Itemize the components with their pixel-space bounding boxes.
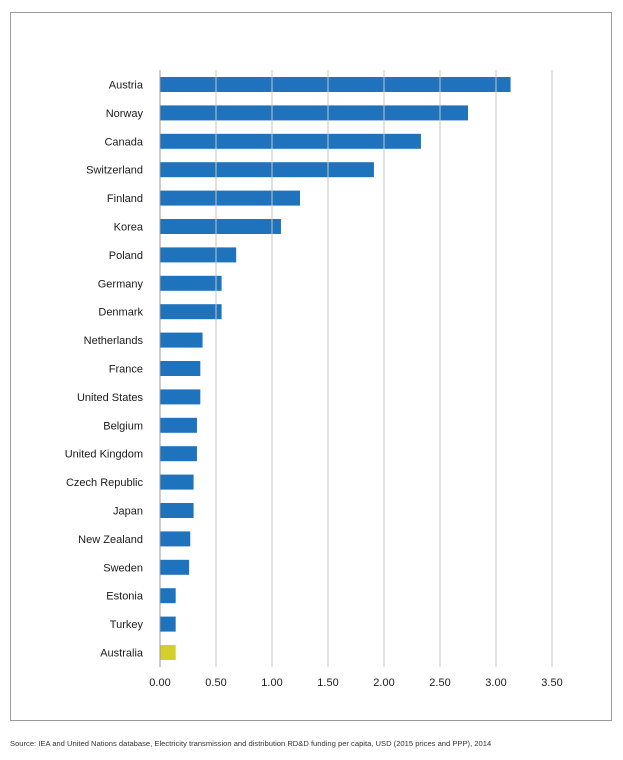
bar-germany (160, 275, 222, 291)
bar-korea (160, 219, 281, 234)
bar-turkey (160, 616, 176, 632)
x-tick-label: 2.50 (429, 677, 450, 689)
source-note: Source: IEA and United Nations database,… (10, 739, 492, 748)
bar-chart: Austria Norway Canada Switzerland Finland Kor… (65, 70, 563, 689)
bar-poland (160, 247, 237, 263)
category-label: Japan (113, 506, 143, 518)
category-label: Poland (109, 250, 143, 262)
bar-canada (160, 133, 421, 149)
bar-switzerland (160, 162, 374, 178)
bar-austria (160, 77, 511, 92)
category-label: New Zealand (78, 534, 143, 546)
bar-netherlands (160, 332, 203, 348)
bar-norway (160, 105, 468, 121)
bar-sweden (160, 559, 190, 575)
bar-united-states (160, 389, 201, 405)
category-label: Netherlands (84, 335, 144, 347)
category-label: Korea (114, 222, 144, 234)
chart-frame (10, 12, 612, 721)
bar-belgium (160, 417, 197, 433)
bar-estonia (160, 588, 176, 604)
category-label: Canada (104, 136, 143, 148)
bar-czech-republic (160, 474, 194, 490)
category-label: Switzerland (86, 165, 143, 177)
bar-france (160, 361, 201, 376)
category-label: Estonia (106, 591, 144, 603)
bar-finland (160, 190, 300, 206)
category-label: Belgium (103, 420, 143, 432)
bar-denmark (160, 304, 222, 320)
category-label: Turkey (110, 619, 144, 631)
x-tick-label: 2.00 (373, 677, 394, 689)
category-label: France (109, 364, 143, 376)
category-label: Czech Republic (66, 477, 144, 489)
x-tick-label: 0.50 (205, 677, 226, 689)
x-tick-label: 0.00 (149, 677, 170, 689)
category-label: Germany (98, 278, 144, 290)
x-tick-label: 1.00 (261, 677, 282, 689)
category-label: Norway (106, 108, 144, 120)
x-tick-label: 3.50 (541, 677, 562, 689)
x-tick-label: 3.00 (485, 677, 506, 689)
category-label: Finland (107, 193, 143, 205)
category-label: Sweden (103, 562, 143, 574)
category-label: United States (77, 392, 144, 404)
category-label: Denmark (98, 307, 143, 319)
bar-australia (160, 645, 176, 660)
bar-new-zealand (160, 531, 191, 547)
category-label: Australia (100, 648, 144, 660)
bar-united-kingdom (160, 446, 197, 462)
x-tick-label: 1.50 (317, 677, 338, 689)
category-label: United Kingdom (65, 449, 143, 461)
category-label: Austria (109, 80, 144, 92)
bar-japan (160, 503, 194, 518)
